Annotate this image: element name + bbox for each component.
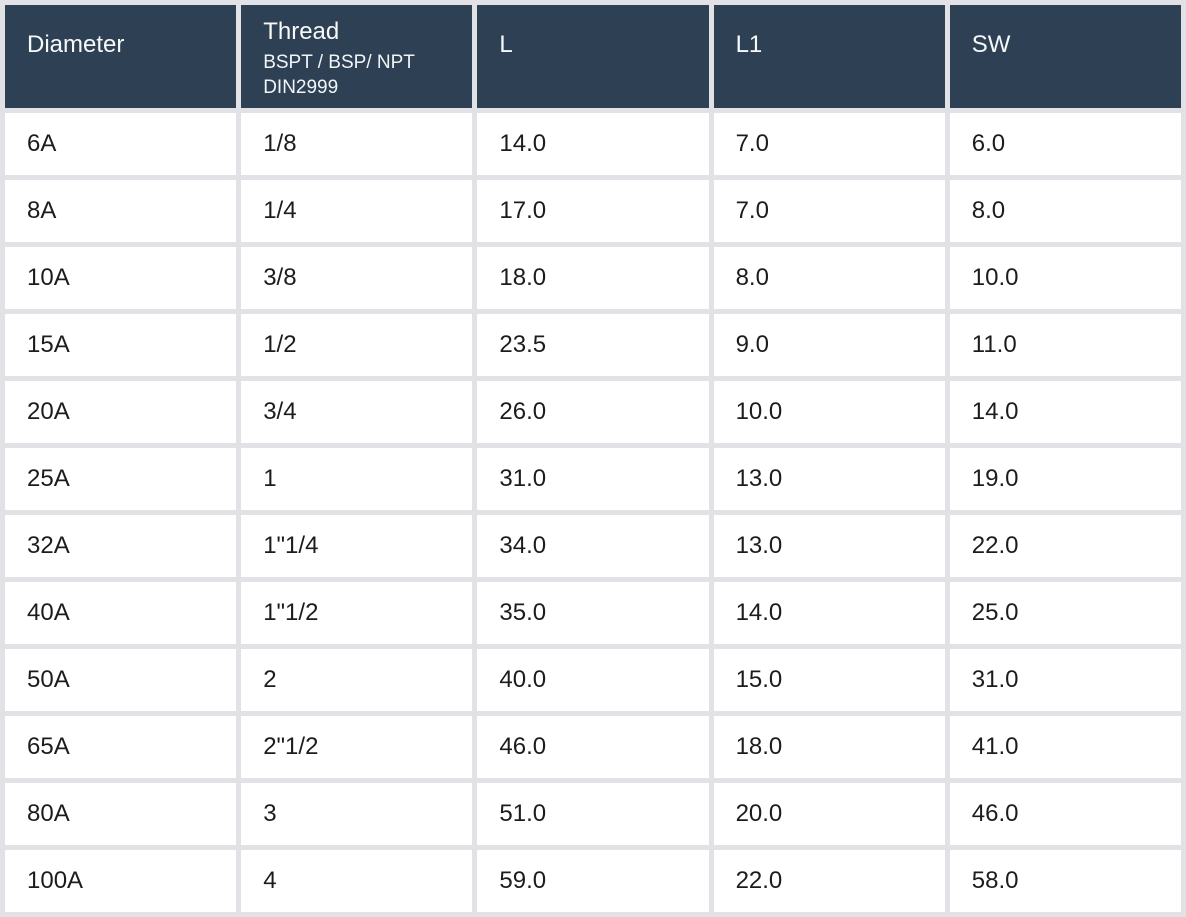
table-cell: 40.0 [477, 649, 709, 711]
table-cell: 3/4 [241, 381, 473, 443]
column-header-l1: L1 [713, 5, 945, 108]
table-row: 15A 1/2 23.5 9.0 11.0 [5, 314, 1181, 376]
table-cell: 7.0 [713, 180, 945, 242]
table-row: 80A 3 51.0 20.0 46.0 [5, 783, 1181, 845]
table-cell: 2 [241, 649, 473, 711]
table-cell: 13.0 [713, 515, 945, 577]
table-cell: 51.0 [477, 783, 709, 845]
column-header-label: L1 [735, 31, 763, 58]
table-cell: 10.0 [713, 381, 945, 443]
table-cell: 18.0 [713, 716, 945, 778]
table-row: 40A 1"1/2 35.0 14.0 25.0 [5, 582, 1181, 644]
table-cell: 59.0 [477, 850, 709, 912]
table-cell: 2"1/2 [241, 716, 473, 778]
table-cell: 3 [241, 783, 473, 845]
table-body: 6A 1/8 14.0 7.0 6.0 8A 1/4 17.0 7.0 8.0 10A 3/8 18.0… [5, 113, 1181, 912]
table-cell: 1/8 [241, 113, 473, 175]
table-cell: 20A [5, 381, 237, 443]
table-cell: 10A [5, 247, 237, 309]
table-row: 100A 4 59.0 22.0 58.0 [5, 850, 1181, 912]
table-cell: 11.0 [949, 314, 1181, 376]
table-row: 6A 1/8 14.0 7.0 6.0 [5, 113, 1181, 175]
thread-din-line: DIN2999 [263, 77, 339, 98]
table-cell: 15A [5, 314, 237, 376]
table-header: Diameter Thread BSPT / BSP/ NPT DIN2999 … [5, 5, 1181, 108]
table-row: 10A 3/8 18.0 8.0 10.0 [5, 247, 1181, 309]
table-row: 20A 3/4 26.0 10.0 14.0 [5, 381, 1181, 443]
column-header-sublabel: BSPT / BSP/ NPT DIN2999 [263, 50, 458, 100]
table-cell: 14.0 [713, 582, 945, 644]
table-cell: 65A [5, 716, 237, 778]
table-cell: 1 [241, 448, 473, 510]
table-row: 25A 1 31.0 13.0 19.0 [5, 448, 1181, 510]
table-cell: 13.0 [713, 448, 945, 510]
table-cell: 34.0 [477, 515, 709, 577]
table-cell: 8.0 [713, 247, 945, 309]
table-cell: 1/2 [241, 314, 473, 376]
column-header-label: Thread [263, 18, 340, 45]
table-cell: 1/4 [241, 180, 473, 242]
table-cell: 1"1/2 [241, 582, 473, 644]
table-cell: 31.0 [477, 448, 709, 510]
table-row: 8A 1/4 17.0 7.0 8.0 [5, 180, 1181, 242]
table-cell: 32A [5, 515, 237, 577]
column-header-label: Diameter [27, 31, 125, 58]
column-header-label: SW [971, 31, 1011, 58]
table-cell: 6.0 [949, 113, 1181, 175]
table-row: 32A 1"1/4 34.0 13.0 22.0 [5, 515, 1181, 577]
table-cell: 8.0 [949, 180, 1181, 242]
table-cell: 41.0 [949, 716, 1181, 778]
table-cell: 35.0 [477, 582, 709, 644]
table-cell: 58.0 [949, 850, 1181, 912]
table-cell: 10.0 [949, 247, 1181, 309]
table-cell: 19.0 [949, 448, 1181, 510]
table-cell: 46.0 [949, 783, 1181, 845]
table-cell: 100A [5, 850, 237, 912]
header-row: Diameter Thread BSPT / BSP/ NPT DIN2999 … [5, 5, 1181, 108]
table-cell: 4 [241, 850, 473, 912]
table-cell: 23.5 [477, 314, 709, 376]
column-header-sw: SW [949, 5, 1181, 108]
table-cell: 14.0 [477, 113, 709, 175]
thread-standards-line: BSPT / BSP/ NPT [263, 52, 415, 73]
table-cell: 40A [5, 582, 237, 644]
table-cell: 31.0 [949, 649, 1181, 711]
table-cell: 80A [5, 783, 237, 845]
table-cell: 25A [5, 448, 237, 510]
table-cell: 15.0 [713, 649, 945, 711]
table-cell: 25.0 [949, 582, 1181, 644]
table-cell: 8A [5, 180, 237, 242]
table-row: 65A 2"1/2 46.0 18.0 41.0 [5, 716, 1181, 778]
table-cell: 3/8 [241, 247, 473, 309]
column-header-label: L [499, 31, 513, 58]
table-cell: 22.0 [713, 850, 945, 912]
table-row: 50A 2 40.0 15.0 31.0 [5, 649, 1181, 711]
table-cell: 6A [5, 113, 237, 175]
table-cell: 7.0 [713, 113, 945, 175]
column-header-thread: Thread BSPT / BSP/ NPT DIN2999 [241, 5, 473, 108]
table-cell: 17.0 [477, 180, 709, 242]
table-cell: 26.0 [477, 381, 709, 443]
table-cell: 9.0 [713, 314, 945, 376]
table-cell: 18.0 [477, 247, 709, 309]
table-cell: 20.0 [713, 783, 945, 845]
table-cell: 50A [5, 649, 237, 711]
table-cell: 46.0 [477, 716, 709, 778]
table-cell: 14.0 [949, 381, 1181, 443]
column-header-diameter: Diameter [5, 5, 237, 108]
column-header-l: L [477, 5, 709, 108]
table-cell: 22.0 [949, 515, 1181, 577]
table-cell: 1"1/4 [241, 515, 473, 577]
